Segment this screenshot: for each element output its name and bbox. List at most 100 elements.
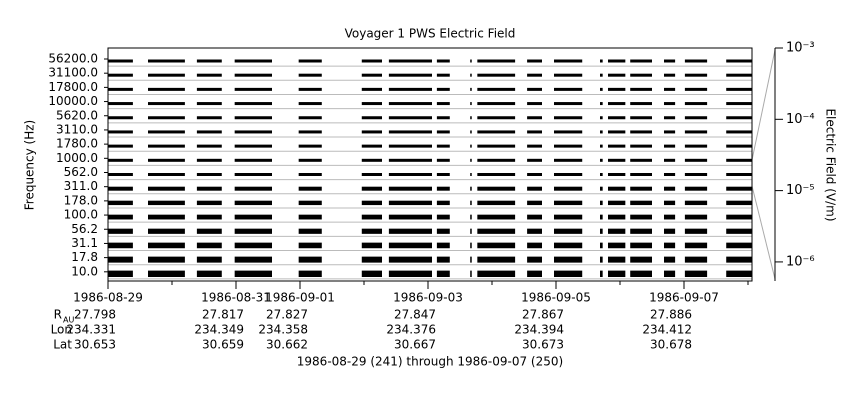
data-segment	[608, 158, 626, 162]
data-segment	[436, 158, 450, 162]
data-segment	[388, 200, 432, 206]
data-segment	[527, 186, 542, 191]
x-tick-label: 1986-09-07	[649, 291, 719, 305]
data-segment	[436, 200, 450, 206]
data-segment	[527, 242, 542, 249]
y-tick-label: 311.0	[64, 179, 98, 193]
data-segment	[298, 200, 322, 206]
data-segment	[527, 158, 542, 162]
data-segment	[470, 186, 472, 191]
data-segment	[527, 173, 542, 176]
data-segment	[600, 116, 603, 120]
data-segment	[630, 59, 652, 63]
ephemeris-label: Lon	[51, 323, 72, 337]
data-segment	[726, 186, 752, 191]
data-segment	[108, 228, 133, 234]
data-segment	[234, 73, 272, 77]
y2-tick-label: 10⁻⁴	[786, 112, 815, 127]
data-segment	[361, 144, 382, 148]
data-segment	[684, 242, 708, 249]
data-segment	[726, 242, 752, 249]
data-segment	[470, 116, 472, 120]
data-segment	[108, 144, 133, 148]
data-segment	[108, 158, 133, 162]
ephemeris-value: 234.412	[642, 323, 692, 337]
ephemeris-value: 30.653	[74, 338, 116, 352]
data-segment	[234, 116, 272, 120]
data-segment	[196, 173, 222, 176]
ephemeris-value: 234.349	[194, 323, 244, 337]
data-segment	[527, 73, 542, 77]
data-segment	[630, 158, 652, 162]
data-segment	[388, 214, 432, 220]
ephemeris-value: 234.331	[66, 323, 116, 337]
data-segment	[554, 59, 583, 63]
data-segment	[148, 186, 185, 191]
ephemeris-value: 234.394	[514, 323, 564, 337]
data-segment	[470, 242, 472, 249]
data-segment	[470, 59, 472, 63]
data-segment	[664, 59, 676, 63]
data-segment	[554, 200, 583, 206]
data-segment	[630, 200, 652, 206]
data-segment	[477, 158, 516, 162]
data-segment	[527, 214, 542, 220]
data-segment	[361, 130, 382, 134]
data-segment	[298, 173, 322, 176]
data-segment	[726, 200, 752, 206]
data-segment	[108, 87, 133, 91]
data-segment	[234, 228, 272, 234]
data-segment	[196, 186, 222, 191]
connector	[751, 49, 776, 161]
data-segment	[608, 116, 626, 120]
data-segment	[554, 73, 583, 77]
data-segment	[684, 102, 708, 106]
data-segment	[600, 200, 603, 206]
data-segment	[196, 228, 222, 234]
data-segment	[527, 130, 542, 134]
data-segment	[608, 130, 626, 134]
data-segment	[608, 256, 626, 263]
data-segment	[436, 173, 450, 176]
data-segment	[388, 144, 432, 148]
data-segment	[630, 270, 652, 278]
data-segment	[630, 87, 652, 91]
data-segment	[608, 228, 626, 234]
data-segment	[664, 214, 676, 220]
data-segment	[298, 242, 322, 249]
data-segment	[664, 228, 676, 234]
data-segment	[600, 87, 603, 91]
y-tick-label: 10000.0	[48, 94, 98, 108]
data-segment	[630, 228, 652, 234]
data-segment	[470, 102, 472, 106]
data-segment	[298, 130, 322, 134]
ephemeris-value: 234.376	[386, 323, 436, 337]
data-segment	[608, 144, 626, 148]
data-segment	[527, 228, 542, 234]
data-segment	[436, 102, 450, 106]
data-segment	[361, 116, 382, 120]
data-segment	[608, 73, 626, 77]
data-segment	[726, 173, 752, 176]
data-segment	[477, 87, 516, 91]
data-segment	[600, 173, 603, 176]
x-tick-label: 1986-09-05	[521, 291, 591, 305]
data-segment	[196, 59, 222, 63]
data-segment	[664, 87, 676, 91]
y-tick-label: 17800.0	[48, 80, 98, 94]
data-segment	[664, 130, 676, 134]
data-segment	[361, 200, 382, 206]
ephemeris-label: Lat	[53, 338, 72, 352]
data-segment	[234, 186, 272, 191]
data-segment	[196, 270, 222, 278]
data-segment	[436, 186, 450, 191]
data-segment	[684, 200, 708, 206]
data-segment	[477, 144, 516, 148]
data-segment	[470, 256, 472, 263]
data-segment	[108, 73, 133, 77]
data-segment	[361, 158, 382, 162]
data-segment	[477, 186, 516, 191]
data-segment	[600, 256, 603, 263]
data-segment	[600, 228, 603, 234]
data-segment	[600, 144, 603, 148]
